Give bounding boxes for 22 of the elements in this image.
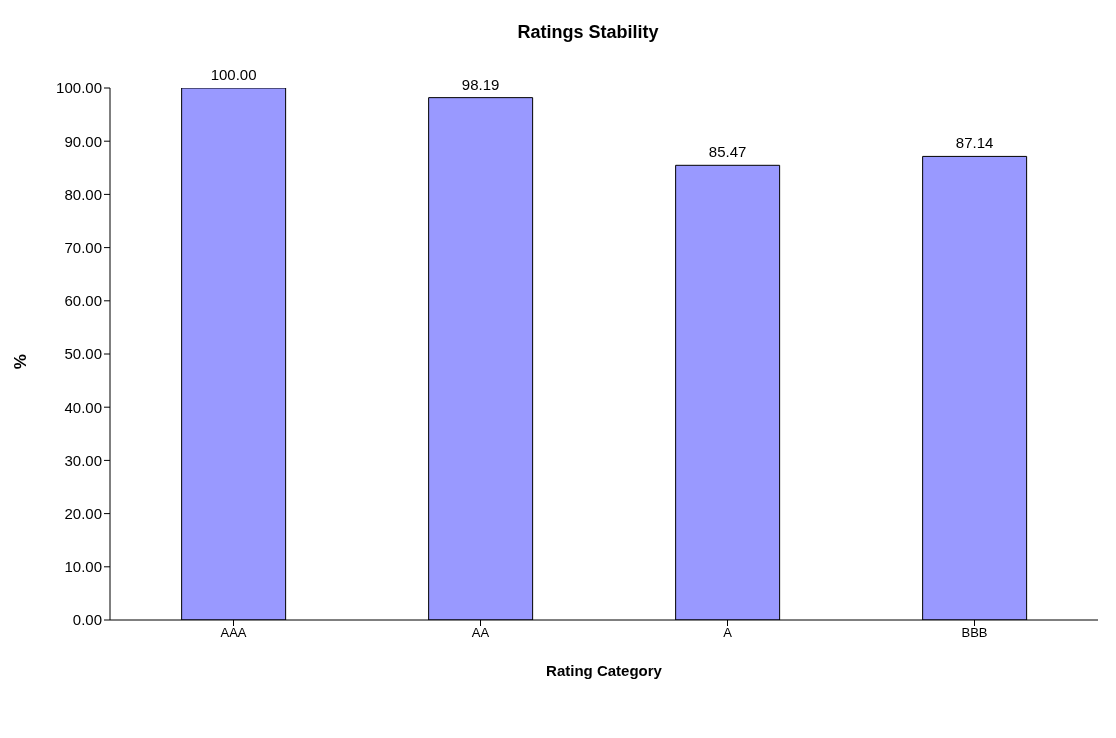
y-tick-label: 90.00 (64, 132, 102, 150)
x-tick-label: A (723, 625, 733, 641)
x-tick-label: BBB (961, 625, 988, 641)
y-tick-label: 0.00 (72, 611, 102, 629)
y-tick-label: 10.00 (64, 558, 102, 576)
y-tick-label: 100.00 (56, 79, 102, 97)
x-tick-label: AA (471, 625, 490, 641)
x-tick-label: AAA (220, 625, 247, 641)
y-axis-title: % (11, 354, 31, 370)
y-tick-label: 50.00 (64, 345, 102, 363)
y-tick-label: 70.00 (64, 238, 102, 256)
data-label: 100.00 (210, 66, 257, 83)
y-tick-label: 40.00 (64, 398, 102, 416)
y-tick-label: 60.00 (64, 292, 102, 310)
data-label: 98.19 (461, 75, 500, 93)
data-label: 87.14 (955, 134, 994, 152)
y-tick-label: 80.00 (64, 185, 102, 203)
y-tick-label: 30.00 (64, 451, 102, 469)
chart-title: Ratings Stability (516, 21, 660, 44)
y-tick-label: 20.00 (64, 504, 102, 522)
x-axis-title: Rating Category (546, 662, 663, 679)
data-label: 85.47 (708, 143, 747, 161)
